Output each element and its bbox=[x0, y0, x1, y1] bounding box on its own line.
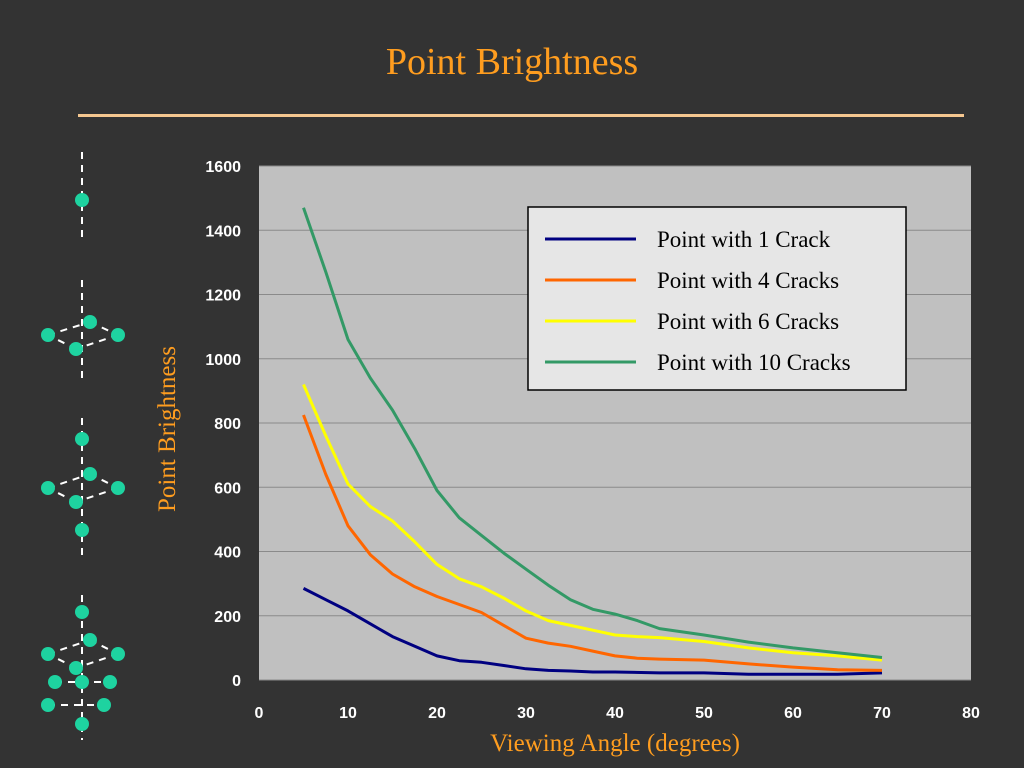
crack-node bbox=[111, 328, 125, 342]
slide-title: Point Brightness bbox=[385, 41, 639, 83]
legend: Point with 1 Crack Point with 4 Cracks Poi… bbox=[527, 206, 907, 391]
y-tick-label: 200 bbox=[214, 609, 241, 626]
series-line-4 bbox=[302, 207, 883, 659]
y-tick-label: 600 bbox=[214, 480, 241, 497]
tick-labels: 0 200 400 600 800 1000 1200 1400 1600 0 10 20 30 40 50… bbox=[205, 159, 980, 722]
x-tick-label: 40 bbox=[606, 705, 624, 722]
y-tick-label: 800 bbox=[214, 416, 241, 433]
crack-node bbox=[69, 342, 83, 356]
x-tick-label: 30 bbox=[517, 705, 535, 722]
legend-label: Point with 6 Cracks bbox=[657, 309, 839, 334]
y-tick-label: 1400 bbox=[205, 223, 241, 240]
y-tick-label: 1600 bbox=[205, 159, 241, 176]
x-axis-title: Viewing Angle (degrees) bbox=[490, 730, 740, 757]
crack-node bbox=[41, 328, 55, 342]
crack-node bbox=[41, 698, 55, 712]
series-lines bbox=[302, 207, 883, 676]
four-crack-diagram bbox=[41, 280, 125, 380]
x-tick-label: 20 bbox=[428, 705, 446, 722]
crack-node bbox=[41, 647, 55, 661]
crack-node bbox=[48, 675, 62, 689]
x-tick-label: 70 bbox=[873, 705, 891, 722]
crack-node bbox=[69, 661, 83, 675]
crack-node bbox=[69, 495, 83, 509]
legend-label: Point with 1 Crack bbox=[657, 227, 831, 252]
crack-node bbox=[75, 432, 89, 446]
y-tick-label: 1000 bbox=[205, 352, 241, 369]
x-tick-label: 50 bbox=[695, 705, 713, 722]
y-tick-label: 0 bbox=[232, 673, 241, 690]
series-line-2 bbox=[302, 414, 883, 672]
ten-crack-diagram bbox=[41, 595, 125, 740]
crack-node bbox=[97, 698, 111, 712]
crack-node bbox=[111, 647, 125, 661]
one-crack-diagram bbox=[75, 152, 89, 240]
x-tick-label: 0 bbox=[255, 705, 264, 722]
series-line-1 bbox=[302, 587, 883, 676]
x-tick-label: 10 bbox=[339, 705, 357, 722]
crack-node bbox=[75, 193, 89, 207]
crack-node bbox=[75, 605, 89, 619]
crack-node bbox=[75, 717, 89, 731]
crack-node bbox=[111, 481, 125, 495]
y-tick-label: 400 bbox=[214, 545, 241, 562]
crack-node bbox=[83, 633, 97, 647]
crack-node bbox=[75, 675, 89, 689]
crack-node bbox=[75, 523, 89, 537]
y-axis-title: Point Brightness bbox=[154, 346, 181, 512]
crack-node bbox=[41, 481, 55, 495]
crack-node bbox=[83, 315, 97, 329]
x-tick-label: 80 bbox=[962, 705, 980, 722]
crack-node bbox=[103, 675, 117, 689]
legend-label: Point with 4 Cracks bbox=[657, 268, 839, 293]
y-tick-label: 1200 bbox=[205, 288, 241, 305]
six-crack-diagram bbox=[41, 418, 125, 556]
crack-node bbox=[83, 467, 97, 481]
title-divider bbox=[78, 114, 964, 117]
series-line-3 bbox=[302, 383, 883, 662]
legend-label: Point with 10 Cracks bbox=[657, 350, 851, 375]
x-tick-label: 60 bbox=[784, 705, 802, 722]
crack-diagrams bbox=[41, 152, 125, 740]
